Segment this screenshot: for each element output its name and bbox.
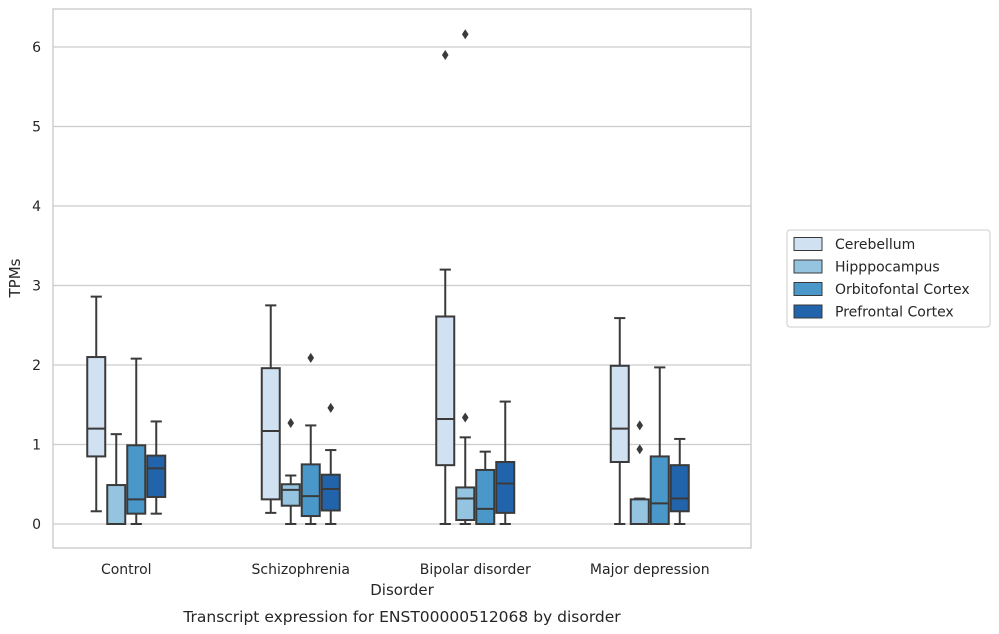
- box-body: [106, 484, 127, 526]
- box-body: [300, 463, 321, 518]
- box-3-2: [649, 366, 670, 525]
- box-body: [609, 364, 630, 463]
- box-0-1: [106, 433, 127, 526]
- outlier-point: [636, 444, 644, 455]
- grid-lines: [53, 46, 751, 525]
- legend-swatch: [793, 282, 823, 296]
- x-tick-label: Major depression: [590, 562, 710, 578]
- x-tick-label: Schizophrenia: [252, 562, 350, 578]
- x-axis-label: Disorder: [370, 581, 434, 599]
- box-2-0: [435, 49, 456, 525]
- y-axis-label: TPMs: [6, 258, 24, 298]
- legend-swatch: [793, 304, 823, 319]
- box-1-1: [280, 418, 301, 525]
- outlier-point: [441, 49, 449, 60]
- box-body: [495, 460, 516, 514]
- outlier-point: [461, 29, 469, 40]
- y-tick-label: 6: [32, 40, 41, 56]
- box-body: [475, 468, 496, 526]
- box-body: [86, 356, 107, 458]
- box-body: [280, 483, 301, 507]
- legend-swatch: [793, 237, 823, 251]
- box-0-0: [86, 295, 107, 513]
- outlier-point: [636, 420, 644, 431]
- box-body: [126, 444, 147, 515]
- outlier-point: [287, 418, 295, 429]
- outlier-point: [327, 402, 335, 413]
- legend: Cerebellum Hipppocampus Orbitofontal Corte…: [786, 229, 991, 328]
- box-body: [320, 473, 341, 512]
- y-tick-label: 3: [32, 279, 41, 295]
- outlier-point: [461, 412, 469, 423]
- y-tick-label: 5: [32, 120, 41, 136]
- box-body: [455, 486, 476, 522]
- box-body: [629, 498, 650, 526]
- box-body: [260, 367, 281, 501]
- box-1-0: [260, 304, 281, 514]
- chart-caption: Transcript expression for ENST0000051206…: [182, 608, 621, 626]
- legend-label: Orbitofontal Cortex: [835, 282, 970, 298]
- outlier-point: [307, 352, 315, 363]
- legend-label: Prefrontal Cortex: [835, 305, 954, 321]
- legend-label: Hipppocampus: [835, 260, 940, 276]
- box-0-3: [146, 420, 167, 515]
- box-body: [669, 464, 690, 513]
- legend-label: Cerebellum: [835, 237, 915, 253]
- box-1-2: [300, 352, 321, 525]
- box-0-2: [126, 357, 147, 525]
- x-axis-ticks: Control Schizophrenia Bipolar disorder Majo…: [101, 562, 710, 578]
- box-2-2: [475, 450, 496, 526]
- box-plots: [86, 29, 690, 526]
- box-body: [649, 455, 670, 525]
- x-tick-label: Control: [101, 562, 152, 578]
- legend-swatch: [793, 259, 823, 274]
- box-body: [146, 454, 167, 498]
- box-2-1: [455, 29, 476, 525]
- plot-frame: [52, 8, 752, 549]
- box-1-3: [320, 402, 341, 525]
- box-3-0: [609, 317, 630, 525]
- y-tick-label: 2: [32, 358, 41, 374]
- box-3-3: [669, 437, 690, 525]
- x-tick-label: Bipolar disorder: [420, 562, 531, 578]
- y-tick-label: 1: [32, 438, 41, 454]
- box-3-1: [629, 420, 650, 526]
- box-2-3: [495, 400, 516, 525]
- y-axis-ticks: 0 1 2 3 4 5 6: [32, 40, 41, 533]
- legend-frame: [786, 229, 991, 328]
- y-tick-label: 0: [32, 517, 41, 533]
- box-body: [435, 315, 456, 467]
- y-tick-label: 4: [32, 199, 41, 215]
